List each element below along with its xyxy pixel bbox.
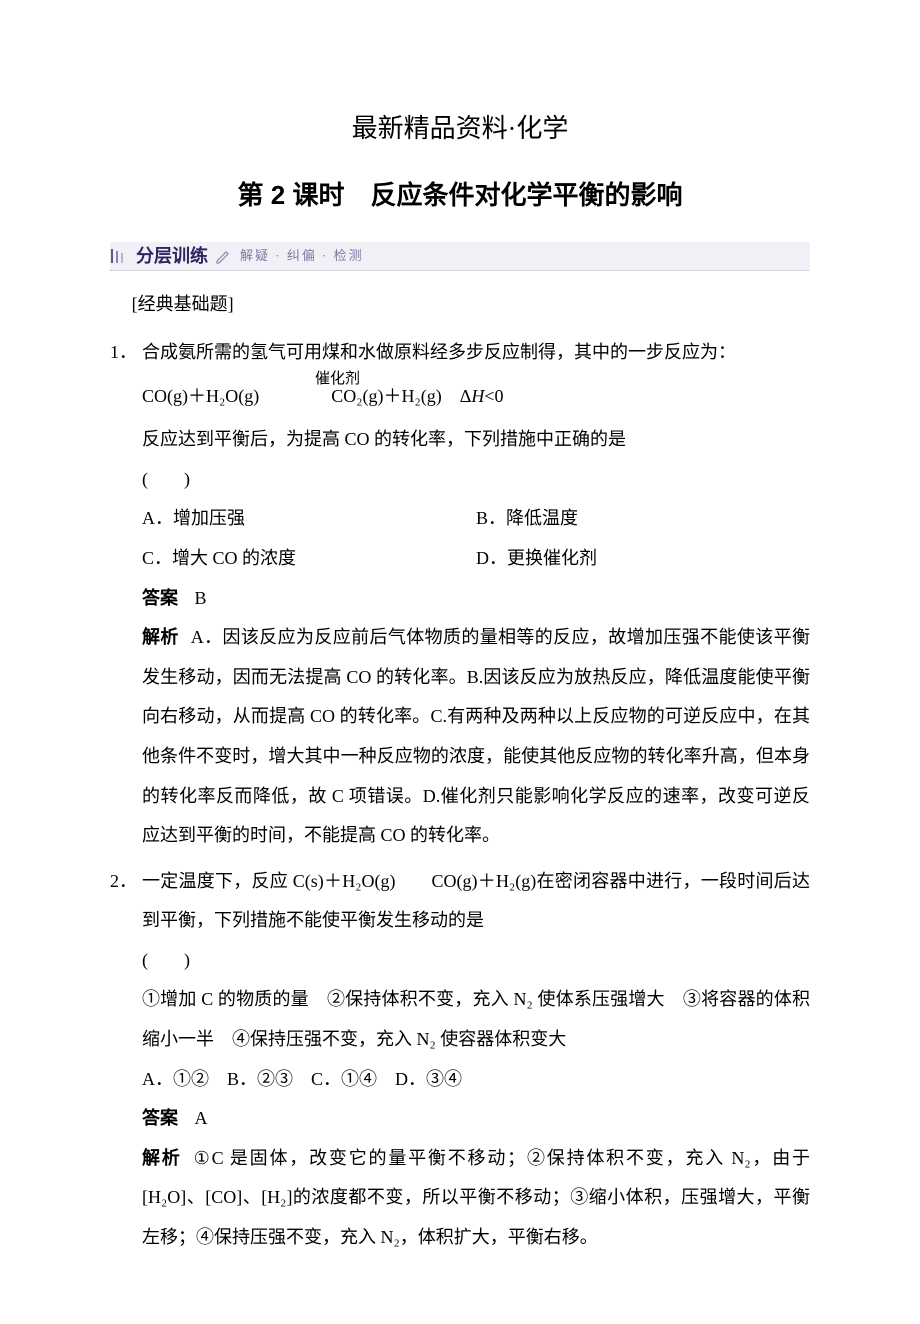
- answer-label: 答案: [142, 1108, 178, 1128]
- q1-reaction: 催化剂 CO(g)＋H₂O(g) CO₂(g)＋H₂(g) ΔH<0: [142, 377, 810, 417]
- q1-reaction-text: CO(g)＋H₂O(g) CO₂(g)＋H₂(g) Δ: [142, 386, 471, 406]
- q1-answer-line: 答案 B: [142, 579, 810, 619]
- q2-analysis: 解析①C 是固体，改变它的量平衡不移动；②保持体积不变，充入 N₂，由于[H₂O…: [142, 1139, 810, 1258]
- q2-items: ①增加 C 的物质的量 ②保持体积不变，充入 N₂ 使体系压强增大 ③将容器的体…: [142, 980, 810, 1059]
- question-body: 一定温度下，反应 C(s)＋H₂O(g) CO(g)＋H₂(g)在密闭容器中进行…: [142, 862, 810, 1258]
- q1-opt-b: B．降低温度: [476, 499, 810, 539]
- question-number: 2．: [110, 862, 142, 1258]
- question-body: 合成氨所需的氢气可用煤和水做原料经多步反应制得，其中的一步反应为： 催化剂 CO…: [142, 333, 810, 856]
- answer-label: 答案: [142, 588, 178, 608]
- question-1: 1． 合成氨所需的氢气可用煤和水做原料经多步反应制得，其中的一步反应为： 催化剂…: [110, 333, 810, 856]
- analysis-label: 解析: [142, 627, 179, 647]
- q2-opt-d: D．③④: [395, 1060, 462, 1100]
- banner-stripes-icon: [110, 242, 132, 270]
- q1-analysis: 解析A．因该反应为反应前后气体物质的量相等的反应，故增加压强不能使该平衡发生移动…: [142, 618, 810, 856]
- q2-opt-c: C．①④: [311, 1060, 377, 1100]
- question-number: 1．: [110, 333, 142, 856]
- q2-answer-line: 答案 A: [142, 1099, 810, 1139]
- analysis-label: 解析: [142, 1148, 182, 1168]
- q1-opt-d: D．更换催化剂: [476, 539, 810, 579]
- banner-label: 分层训练: [136, 237, 208, 277]
- q1-answer: B: [195, 588, 207, 608]
- pen-icon: [214, 247, 232, 265]
- delta-h-italic: H: [471, 386, 484, 406]
- q1-opt-c: C．增大 CO 的浓度: [142, 539, 476, 579]
- q2-opt-b: B．②③: [227, 1060, 293, 1100]
- page: 最新精品资料·化学 第 2 课时 反应条件对化学平衡的影响 分层训练 解疑 · …: [0, 0, 920, 1324]
- q2-analysis-text: ①C 是固体，改变它的量平衡不移动；②保持体积不变，充入 N₂，由于[H₂O]、…: [142, 1148, 810, 1247]
- q1-stem2: 反应达到平衡后，为提高 CO 的转化率，下列措施中正确的是: [142, 420, 810, 460]
- lesson-title: 第 2 课时 反应条件对化学平衡的影响: [110, 167, 810, 224]
- banner: 分层训练 解疑 · 纠偏 · 检测: [110, 242, 810, 271]
- q1-options: A．增加压强 B．降低温度 C．增大 CO 的浓度 D．更换催化剂: [142, 499, 810, 578]
- banner-sub: 解疑 · 纠偏 · 检测: [240, 242, 364, 271]
- q2-opt-a: A．①②: [142, 1060, 209, 1100]
- q1-analysis-text: A．因该反应为反应前后气体物质的量相等的反应，故增加压强不能使该平衡发生移动，因…: [142, 627, 810, 845]
- catalyst-label: 催化剂: [315, 363, 360, 396]
- question-2: 2． 一定温度下，反应 C(s)＋H₂O(g) CO(g)＋H₂(g)在密闭容器…: [110, 862, 810, 1258]
- section-tag: [经典基础题]: [110, 285, 810, 325]
- q1-opt-a: A．增加压强: [142, 499, 476, 539]
- q2-options: A．①② B．②③ C．①④ D．③④: [142, 1060, 810, 1100]
- q1-stem: 合成氨所需的氢气可用煤和水做原料经多步反应制得，其中的一步反应为：: [142, 333, 810, 373]
- q2-paren: ( ): [142, 941, 810, 981]
- q2-answer: A: [195, 1108, 208, 1128]
- q1-paren: ( ): [142, 460, 810, 500]
- q1-reaction-tail: <0: [484, 386, 503, 406]
- doc-title: 最新精品资料·化学: [110, 100, 810, 157]
- q2-stem: 一定温度下，反应 C(s)＋H₂O(g) CO(g)＋H₂(g)在密闭容器中进行…: [142, 862, 810, 941]
